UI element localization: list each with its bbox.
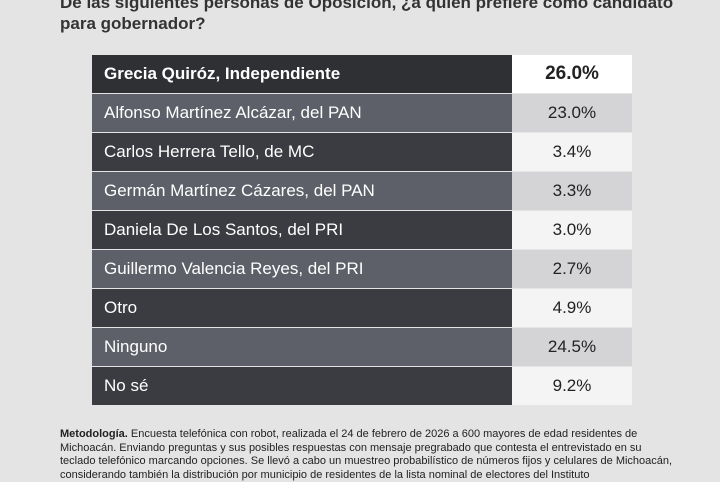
table-row: Alfonso Martínez Alcázar, del PAN 23.0% [92,93,632,133]
option-name: Carlos Herrera Tello, de MC [92,132,512,172]
table-row: Carlos Herrera Tello, de MC 3.4% [92,132,632,172]
option-name: Ninguno [92,327,512,367]
option-value: 2.7% [512,249,632,289]
option-name: Alfonso Martínez Alcázar, del PAN [92,93,512,133]
table-row: Daniela De Los Santos, del PRI 3.0% [92,210,632,250]
header-value: 26.0% [512,55,632,94]
methodology-text: Encuesta telefónica con robot, realizada… [60,428,673,481]
option-value: 9.2% [512,366,632,406]
table-row: No sé 9.2% [92,366,632,406]
title: De las siguientes personas de Oposición,… [60,0,674,33]
table-row: Ninguno 24.5% [92,327,632,367]
option-value: 4.9% [512,288,632,328]
option-name: Daniela De Los Santos, del PRI [92,210,512,250]
table-body: Grecia Quiróz, Independiente 26.0% Alfon… [92,55,632,406]
header-row: Grecia Quiróz, Independiente 26.0% [92,55,632,94]
option-value: 3.0% [512,210,632,250]
table-row: Otro 4.9% [92,288,632,328]
option-name: Germán Martínez Cázares, del PAN [92,171,512,211]
header-name: Grecia Quiróz, Independiente [92,55,512,94]
methodology: Metodología. Encuesta telefónica con rob… [60,428,680,482]
option-name: Otro [92,288,512,328]
results-table: Grecia Quiróz, Independiente 26.0% Alfon… [92,55,632,406]
methodology-label: Metodología. [60,428,128,440]
table-row: Guillermo Valencia Reyes, del PRI 2.7% [92,249,632,289]
option-value: 3.4% [512,132,632,172]
option-value: 24.5% [512,327,632,367]
option-value: 23.0% [512,93,632,133]
option-value: 3.3% [512,171,632,211]
option-name: No sé [92,366,512,406]
table-row: Germán Martínez Cázares, del PAN 3.3% [92,171,632,211]
option-name: Guillermo Valencia Reyes, del PRI [92,249,512,289]
